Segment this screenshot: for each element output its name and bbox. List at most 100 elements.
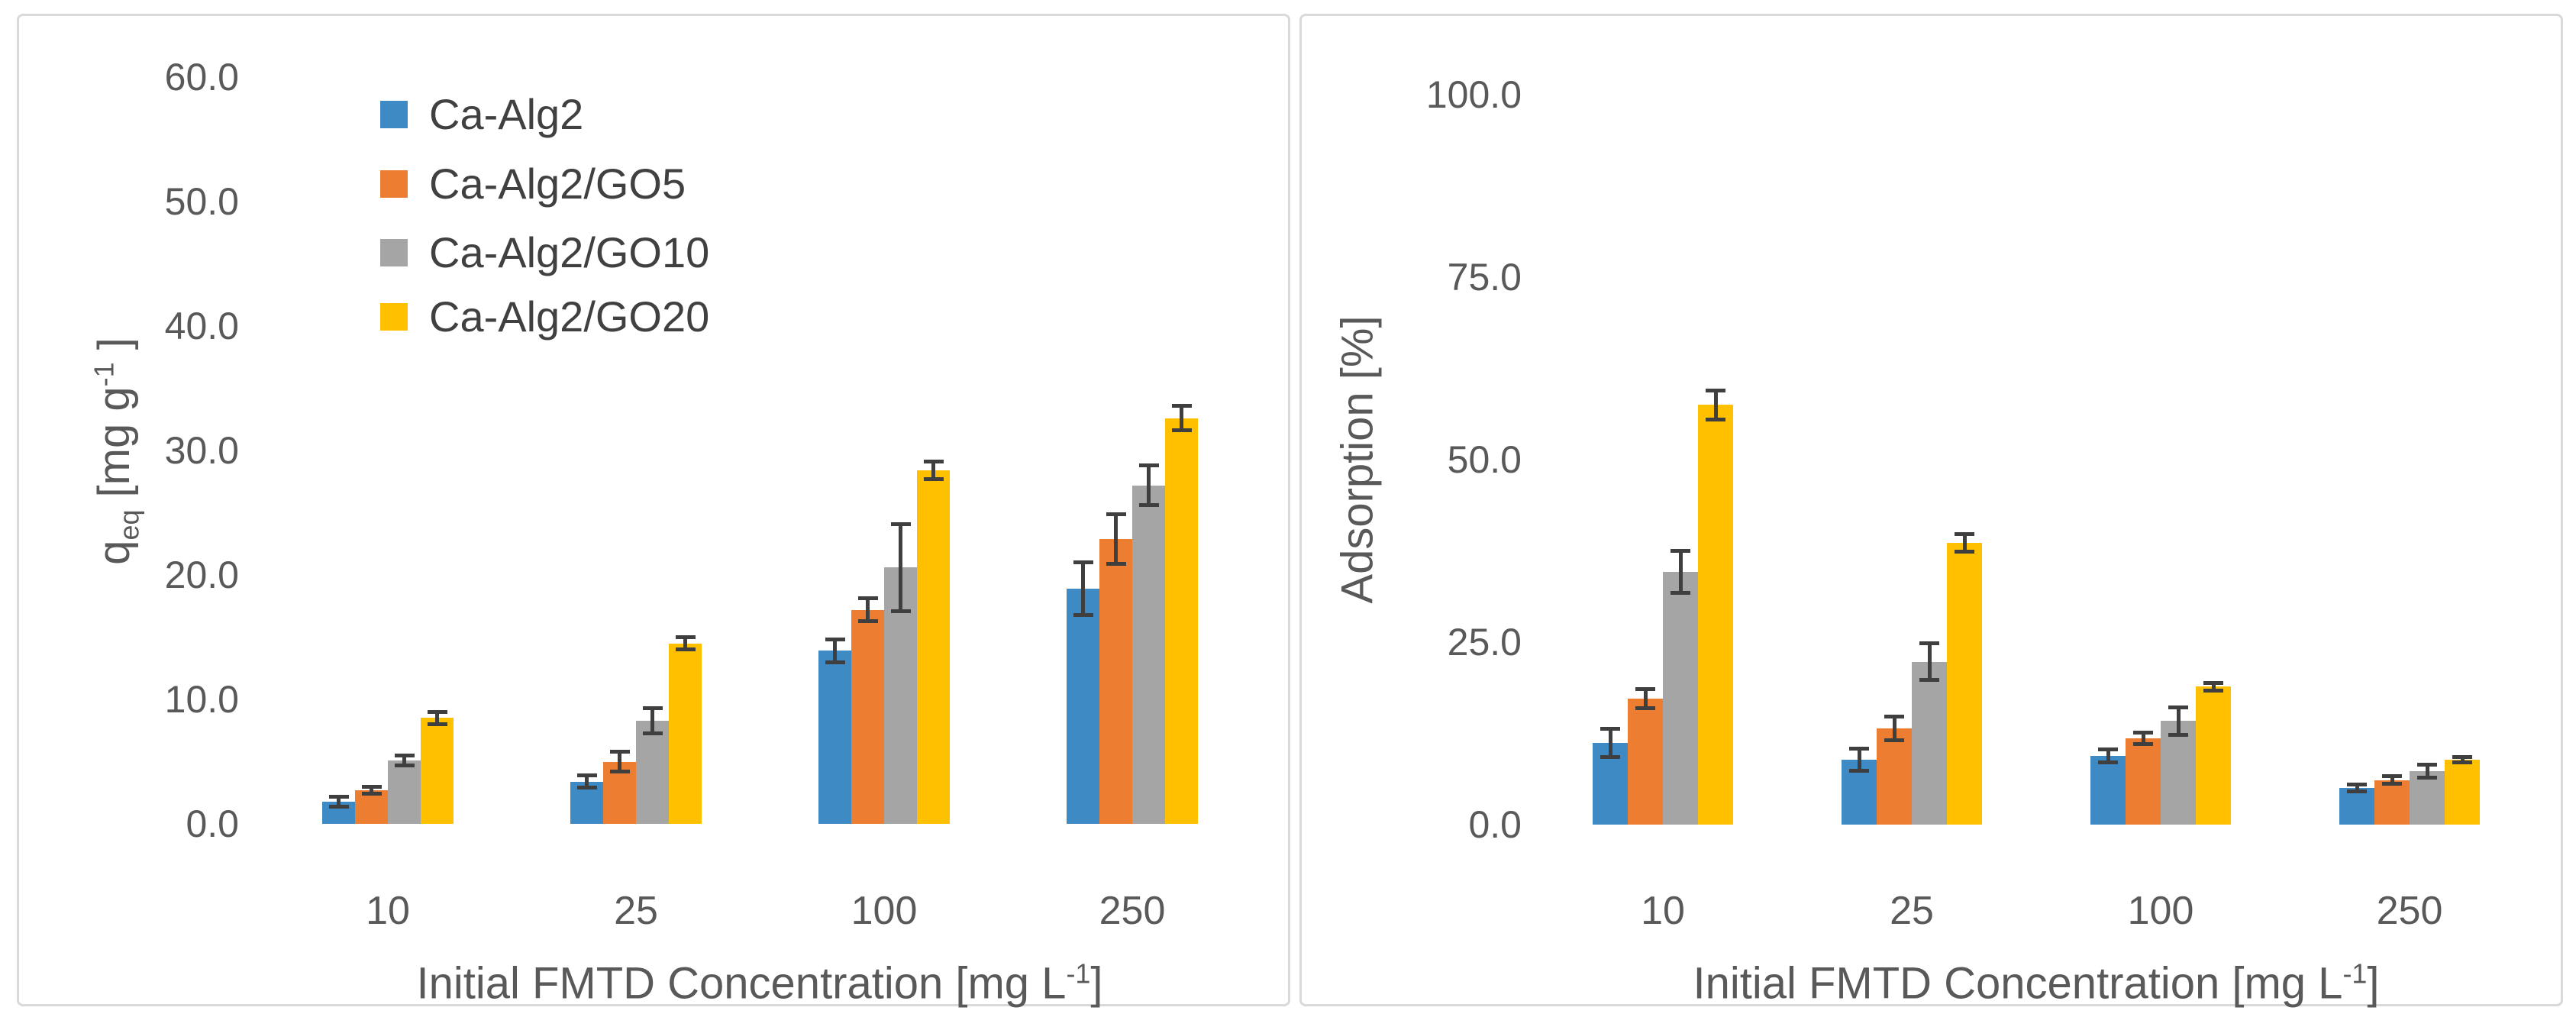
error-bar-cap xyxy=(1171,428,1192,433)
y-axis-tick-label: 50.0 xyxy=(164,180,239,223)
error-bar-cap xyxy=(923,476,944,481)
bar-Ca-Alg2/GO10-25 xyxy=(636,720,669,824)
error-bar-cap xyxy=(2417,763,2437,767)
error-bar-whisker xyxy=(931,461,935,479)
error-bar-cap xyxy=(1171,403,1192,408)
x-axis-category-label: 100 xyxy=(2127,889,2194,933)
legend-item-Ca-Alg2/GO20: Ca-Alg2/GO20 xyxy=(380,292,709,341)
error-bar-cap xyxy=(2098,747,2118,752)
error-bar-cap xyxy=(1919,678,1939,683)
error-bar-cap xyxy=(361,784,382,789)
error-bar-cap xyxy=(2417,776,2437,780)
error-bar-whisker xyxy=(1857,748,1861,771)
error-bar-cap xyxy=(857,596,878,601)
error-bar-cap xyxy=(1635,686,1655,691)
error-bar-whisker xyxy=(585,775,589,788)
error-bar-cap xyxy=(2133,731,2153,735)
legend-label: Ca-Alg2/GO5 xyxy=(429,160,686,208)
error-bar-cap xyxy=(1671,549,1690,553)
error-bar-cap xyxy=(1849,768,1869,773)
error-bar-cap xyxy=(328,794,349,799)
error-bar-cap xyxy=(1600,727,1620,731)
bar-Ca-Alg2/GO20-100 xyxy=(917,470,950,824)
error-bar-whisker xyxy=(1180,405,1183,431)
legend-swatch-icon xyxy=(380,302,408,331)
error-bar-cap xyxy=(609,770,630,774)
error-bar-whisker xyxy=(1892,716,1896,741)
error-bar-cap xyxy=(675,635,696,639)
error-bar-cap xyxy=(1073,612,1093,617)
x-axis-title: Initial FMTD Concentration [mg L-1] xyxy=(416,957,1103,1009)
error-bar-cap xyxy=(1138,503,1159,508)
bar-Ca-Alg2/GO20-25 xyxy=(669,643,702,824)
error-bar-whisker xyxy=(1608,728,1612,757)
bar-Ca-Alg2-250 xyxy=(1067,588,1099,824)
error-bar-whisker xyxy=(2176,707,2181,735)
error-bar-cap xyxy=(427,709,447,714)
error-bar-cap xyxy=(1955,532,1974,536)
bar-Ca-Alg2/GO10-250 xyxy=(2410,771,2445,825)
error-bar-cap xyxy=(2133,742,2153,747)
error-bar-cap xyxy=(890,521,911,526)
error-bar-whisker xyxy=(337,796,341,807)
error-bar-whisker xyxy=(1081,562,1085,615)
error-bar-cap xyxy=(857,618,878,623)
error-bar-cap xyxy=(1884,715,1904,718)
error-bar-cap xyxy=(825,638,845,642)
error-bar-whisker xyxy=(683,637,687,650)
error-bar-whisker xyxy=(2390,776,2394,784)
error-bar-cap xyxy=(328,804,349,809)
x-axis-title: Initial FMTD Concentration [mg L-1] xyxy=(1693,957,2380,1009)
legend-item-Ca-Alg2: Ca-Alg2 xyxy=(380,89,583,139)
error-bar-cap xyxy=(1884,738,1904,742)
error-bar-cap xyxy=(2203,681,2223,686)
bar-Ca-Alg2/GO10-10 xyxy=(1663,572,1698,825)
error-bar-cap xyxy=(1106,512,1126,516)
legend-label: Ca-Alg2 xyxy=(429,90,584,138)
error-bar-cap xyxy=(1919,641,1939,646)
error-bar-whisker xyxy=(2460,757,2465,763)
y-axis-tick-label: 30.0 xyxy=(164,429,239,472)
y-axis-tick-label: 75.0 xyxy=(1447,256,1522,299)
legend-item-Ca-Alg2/GO5: Ca-Alg2/GO5 xyxy=(380,159,686,208)
y-axis-tick-label: 50.0 xyxy=(1447,438,1522,481)
bar-Ca-Alg2/GO20-10 xyxy=(1698,405,1733,825)
error-bar-cap xyxy=(2452,760,2472,765)
error-bar-cap xyxy=(2347,789,2367,794)
error-bar-whisker xyxy=(2355,784,2359,792)
bar-Ca-Alg2/GO5-250 xyxy=(2374,780,2410,825)
legend-swatch-icon xyxy=(380,100,408,128)
bar-Ca-Alg2/GO20-250 xyxy=(2445,759,2480,825)
error-bar-whisker xyxy=(435,712,439,725)
error-bar-whisker xyxy=(1962,534,1967,552)
error-bar-cap xyxy=(675,647,696,652)
bar-Ca-Alg2-100 xyxy=(818,651,851,824)
error-bar-whisker xyxy=(1678,551,1683,593)
error-bar-cap xyxy=(361,792,382,796)
bar-Ca-Alg2/GO20-250 xyxy=(1165,418,1198,824)
error-bar-cap xyxy=(642,706,663,710)
y-axis-tick-label: 100.0 xyxy=(1425,73,1522,116)
bar-Ca-Alg2/GO10-25 xyxy=(1912,661,1947,825)
error-bar-cap xyxy=(1671,591,1690,596)
x-axis-category-label: 250 xyxy=(1099,889,1166,933)
bar-Ca-Alg2/GO20-100 xyxy=(2196,686,2231,825)
bar-Ca-Alg2-250 xyxy=(2339,788,2374,825)
bar-Ca-Alg2/GO5-100 xyxy=(851,609,884,824)
x-axis-category-label: 10 xyxy=(366,889,410,933)
error-bar-cap xyxy=(1955,549,1974,554)
x-axis-category-label: 100 xyxy=(851,889,918,933)
error-bar-whisker xyxy=(1114,514,1118,564)
error-bar-whisker xyxy=(833,639,837,663)
error-bar-cap xyxy=(642,731,663,735)
legend-label: Ca-Alg2/GO20 xyxy=(429,292,710,341)
error-bar-cap xyxy=(923,460,944,464)
y-axis-tick-label: 40.0 xyxy=(164,305,239,347)
left-chart-panel: 0.0 10.0 20.0 30.0 40.0 50.0 60.0 10 25 100 250 Ini… xyxy=(17,14,1290,1009)
error-bar-cap xyxy=(576,786,597,790)
error-bar-cap xyxy=(2382,774,2402,779)
x-axis-category-label: 250 xyxy=(2376,889,2443,933)
legend-swatch-icon xyxy=(380,170,408,198)
y-axis-tick-label: 10.0 xyxy=(164,678,239,721)
error-bar-whisker xyxy=(2106,749,2110,763)
